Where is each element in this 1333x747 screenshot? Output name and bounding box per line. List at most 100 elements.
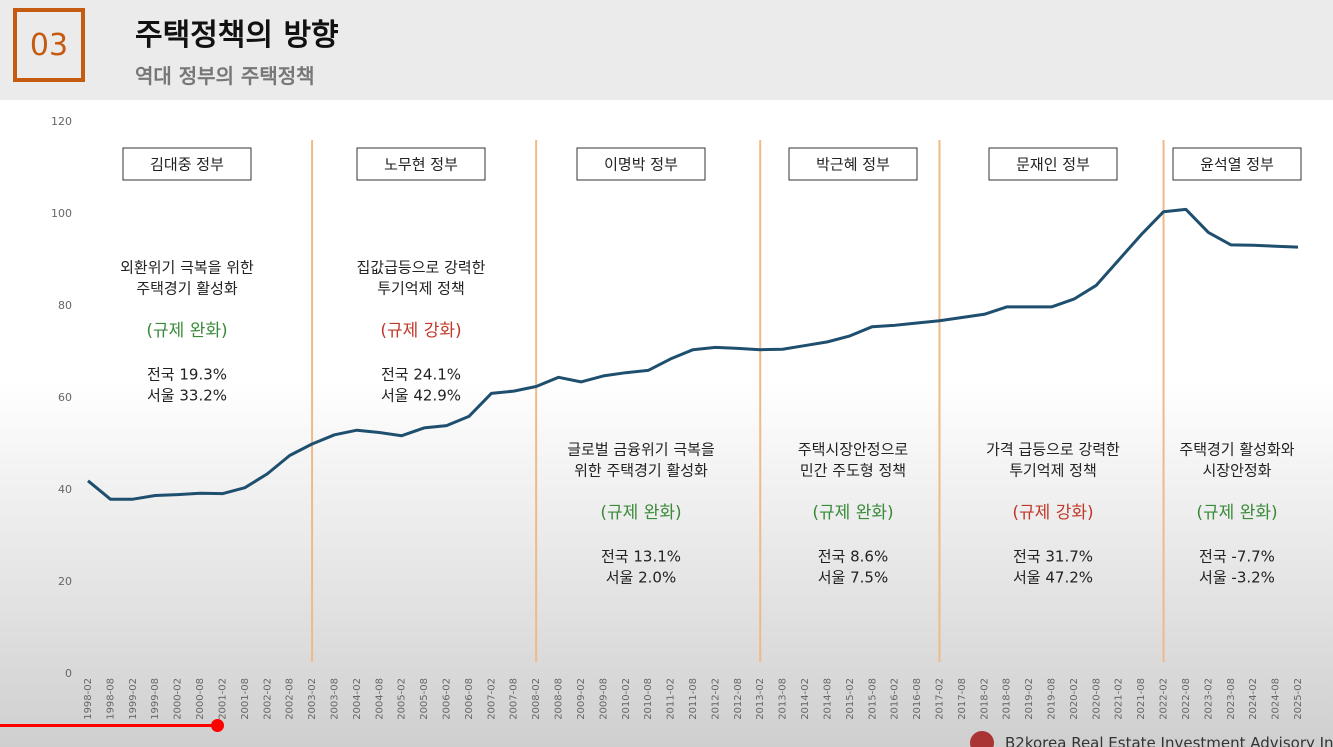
x-tick-label: 2002-02 <box>262 678 273 720</box>
seoul-change: 서울 2.0% <box>606 569 676 587</box>
period-description: 시장안정화 <box>1202 462 1271 480</box>
x-tick-label: 2005-08 <box>419 678 430 720</box>
y-tick-label: 0 <box>65 667 72 680</box>
period-box <box>788 147 918 181</box>
period-description: 투기억제 정책 <box>377 280 465 298</box>
y-tick-label: 60 <box>58 391 72 404</box>
period-name: 김대중 정부 <box>150 156 224 174</box>
period-box <box>122 147 252 181</box>
x-tick-label: 2025-02 <box>1293 678 1304 720</box>
x-tick-label: 2016-02 <box>890 678 901 720</box>
period-description: 주택경기 활성화와 <box>1179 441 1294 459</box>
period-name: 노무현 정부 <box>384 156 458 174</box>
period-description: 주택시장안정으로 <box>798 441 909 459</box>
x-tick-label: 2019-02 <box>1024 678 1035 720</box>
x-tick-label: 2003-02 <box>307 678 318 720</box>
x-tick-label: 2012-02 <box>710 678 721 720</box>
period-description: 민간 주도형 정책 <box>800 462 906 480</box>
x-tick-label: 1998-08 <box>105 678 116 720</box>
x-tick-label: 2006-02 <box>442 678 453 720</box>
x-tick-label: 2021-08 <box>1136 678 1147 720</box>
policy: (규제 완화) <box>1196 503 1277 523</box>
period-name: 문재인 정부 <box>1016 156 1090 174</box>
period-box <box>356 147 486 181</box>
x-tick-label: 2018-08 <box>1002 678 1013 720</box>
x-tick-label: 2011-02 <box>666 678 677 720</box>
period-box <box>576 147 706 181</box>
policy: (규제 강화) <box>1012 503 1093 523</box>
seoul-change: 서울 33.2% <box>147 387 227 405</box>
x-tick-label: 2002-08 <box>285 678 296 720</box>
header: 03 주택정책의 방향 역대 정부의 주택정책 <box>0 0 1333 100</box>
x-tick-label: 2019-08 <box>1047 678 1058 720</box>
period-description: 집값급등으로 강력한 <box>357 259 486 277</box>
x-tick-label: 2010-02 <box>621 678 632 720</box>
x-tick-label: 2007-08 <box>509 678 520 720</box>
x-tick-label: 2015-08 <box>867 678 878 720</box>
x-tick-label: 2004-08 <box>374 678 385 720</box>
x-tick-label: 2008-08 <box>554 678 565 720</box>
x-tick-label: 2003-08 <box>329 678 340 720</box>
seoul-change: 서울 -3.2% <box>1199 569 1275 587</box>
progress-handle[interactable] <box>211 719 224 732</box>
x-tick-label: 2009-02 <box>576 678 587 720</box>
period-name: 윤석열 정부 <box>1200 156 1274 174</box>
y-tick-label: 20 <box>58 575 72 588</box>
period-box <box>988 147 1118 181</box>
x-tick-label: 1999-02 <box>128 678 139 720</box>
index-line <box>87 207 1299 501</box>
period-description: 투기억제 정책 <box>1009 462 1097 480</box>
policy: (규제 완화) <box>812 503 893 523</box>
policy: (규제 완화) <box>146 321 227 341</box>
x-tick-label: 2023-08 <box>1226 678 1237 720</box>
period-description: 가격 급등으로 강력한 <box>986 441 1120 459</box>
period-description: 주택경기 활성화 <box>136 280 238 298</box>
seoul-change: 서울 47.2% <box>1013 569 1093 587</box>
x-tick-label: 2010-08 <box>643 678 654 720</box>
x-tick-label: 2004-02 <box>352 678 363 720</box>
footer: B2korea Real Estate Investment Advisory … <box>1005 734 1333 747</box>
x-tick-label: 2007-02 <box>486 678 497 720</box>
x-tick-label: 2022-02 <box>1159 678 1170 720</box>
x-tick-label: 2021-02 <box>1114 678 1125 720</box>
policy: (규제 강화) <box>380 321 461 341</box>
period-description: 외환위기 극복을 위한 <box>120 259 254 277</box>
national-change: 전국 -7.7% <box>1199 548 1275 566</box>
x-tick-label: 2012-08 <box>733 678 744 720</box>
x-tick-label: 2020-02 <box>1069 678 1080 720</box>
period-box <box>1172 147 1302 181</box>
x-tick-label: 2024-02 <box>1248 678 1259 720</box>
national-change: 전국 31.7% <box>1013 548 1093 566</box>
section-number: 03 <box>13 8 85 82</box>
x-tick-label: 2005-02 <box>397 678 408 720</box>
x-tick-label: 2014-02 <box>800 678 811 720</box>
y-tick-label: 120 <box>51 115 72 128</box>
x-tick-label: 2011-08 <box>688 678 699 720</box>
x-tick-label: 2022-08 <box>1181 678 1192 720</box>
logo <box>970 731 994 747</box>
x-tick-label: 2017-08 <box>957 678 968 720</box>
x-tick-label: 2023-02 <box>1203 678 1214 720</box>
national-change: 전국 24.1% <box>381 366 461 384</box>
period-name: 이명박 정부 <box>604 156 678 174</box>
x-tick-label: 1998-02 <box>83 678 94 720</box>
x-tick-label: 2018-02 <box>979 678 990 720</box>
national-change: 전국 19.3% <box>147 366 227 384</box>
seoul-change: 서울 7.5% <box>818 569 888 587</box>
national-change: 전국 13.1% <box>601 548 681 566</box>
x-tick-label: 2013-02 <box>755 678 766 720</box>
period-name: 박근혜 정부 <box>816 156 890 174</box>
x-tick-label: 2014-08 <box>822 678 833 720</box>
x-tick-label: 2013-08 <box>778 678 789 720</box>
period-description: 위한 주택경기 활성화 <box>574 462 708 480</box>
y-tick-label: 100 <box>51 207 72 220</box>
x-tick-label: 2017-02 <box>934 678 945 720</box>
seoul-change: 서울 42.9% <box>381 387 461 405</box>
x-tick-label: 2015-02 <box>845 678 856 720</box>
x-tick-label: 2001-02 <box>217 678 228 720</box>
subtitle: 역대 정부의 주택정책 <box>135 64 315 88</box>
x-tick-label: 2006-08 <box>464 678 475 720</box>
progress-bar[interactable] <box>0 724 218 727</box>
x-tick-label: 2001-08 <box>240 678 251 720</box>
